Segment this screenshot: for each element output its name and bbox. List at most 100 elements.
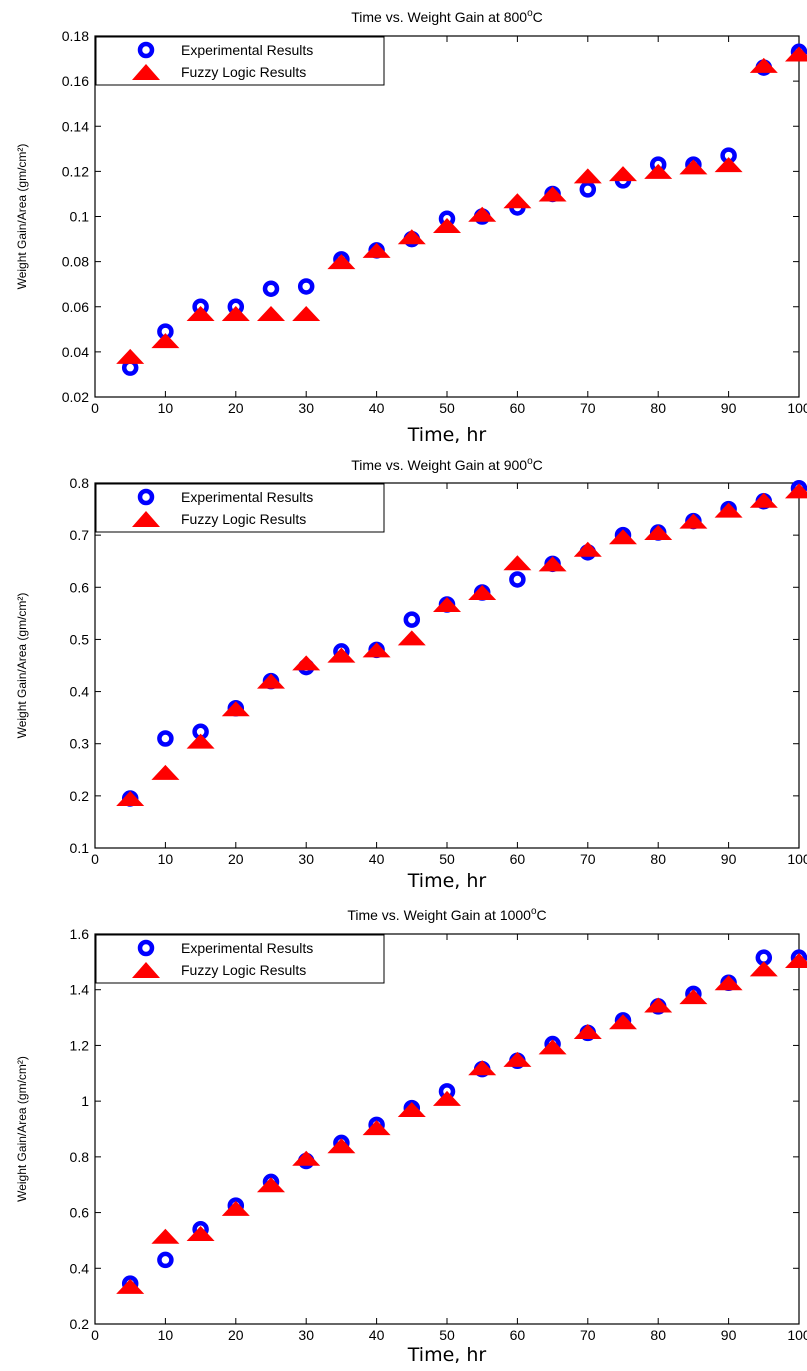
x-tick-label: 0	[91, 1327, 99, 1343]
fuzzy-point	[644, 525, 673, 541]
y-tick-label: 0.1	[70, 840, 90, 856]
y-tick-label: 0.2	[70, 1316, 90, 1332]
chart-title-unit: C	[537, 907, 547, 923]
legend-marker-fuzzy	[132, 64, 160, 80]
fuzzy-point	[327, 647, 356, 663]
fuzzy-point	[785, 46, 807, 62]
experimental-series	[121, 43, 807, 376]
y-tick-label: 0.2	[70, 788, 90, 804]
x-tick-label: 40	[369, 400, 385, 416]
fuzzy-point	[785, 952, 807, 968]
chart-panel-900: Time vs. Weight Gain at 900oC 0 10 20 30 40 50…	[0, 446, 807, 892]
experimental-point	[403, 611, 421, 628]
y-axis-label: Weight Gain/Area (gm/cm²)	[15, 144, 29, 290]
chart-1000c: Time vs. Weight Gain at 1000oC 0 10 20 30 40 5…	[15, 906, 807, 1366]
legend: Experimental Results Fuzzy Logic Results	[95, 483, 385, 533]
x-tick-label: 80	[650, 400, 666, 416]
fuzzy-point	[186, 733, 215, 749]
fuzzy-point	[538, 556, 567, 572]
y-tick-label: 0.7	[70, 527, 90, 543]
chart-title-degree: o	[531, 906, 537, 917]
y-tick-label: 0.18	[62, 28, 89, 44]
x-tick-label: 40	[369, 1327, 385, 1343]
x-axis-label: Time, hr	[407, 1344, 487, 1366]
x-tick-label: 30	[298, 400, 314, 416]
x-axis-label: Time, hr	[407, 424, 487, 446]
fuzzy-point	[186, 1225, 215, 1241]
fuzzy-point	[116, 348, 145, 364]
legend-marker-experimental	[137, 488, 155, 506]
fuzzy-series	[116, 483, 807, 806]
fuzzy-point	[538, 186, 567, 202]
x-tick-label: 30	[298, 851, 314, 867]
x-tick-label: 90	[721, 400, 737, 416]
legend-marker-fuzzy	[132, 962, 160, 978]
chart-title-unit: C	[533, 457, 543, 473]
fuzzy-point	[221, 306, 250, 322]
x-tick-label: 50	[439, 400, 455, 416]
fuzzy-point	[503, 1051, 532, 1067]
y-tick-label: 0.14	[62, 118, 89, 134]
legend-marker-experimental	[137, 41, 155, 59]
fuzzy-point	[362, 1120, 391, 1136]
x-tick-label: 20	[228, 851, 244, 867]
fuzzy-point	[503, 555, 532, 571]
y-tick-label: 0.5	[70, 631, 90, 647]
fuzzy-point	[151, 764, 180, 780]
x-tick-label: 20	[228, 1327, 244, 1343]
legend: Experimental Results Fuzzy Logic Results	[95, 934, 385, 984]
fuzzy-point	[679, 159, 708, 175]
legend-label-fuzzy: Fuzzy Logic Results	[181, 962, 306, 978]
legend-label-experimental: Experimental Results	[181, 42, 313, 58]
y-tick-label: 0.4	[70, 684, 90, 700]
chart-title-degree: o	[527, 456, 533, 467]
fuzzy-point	[397, 229, 426, 245]
y-tick-label: 0.04	[62, 344, 89, 360]
x-tick-label: 30	[298, 1327, 314, 1343]
x-tick-label: 90	[721, 1327, 737, 1343]
chart-800c: Time vs. Weight Gain at 800oC 0 10 20 30 40 50…	[15, 8, 807, 446]
x-tick-label: 10	[158, 1327, 174, 1343]
fuzzy-point	[679, 513, 708, 529]
x-tick-label: 70	[580, 1327, 596, 1343]
y-tick-label: 0.3	[70, 736, 90, 752]
x-tick-label: 70	[580, 851, 596, 867]
experimental-point	[579, 181, 597, 198]
y-tick-label: 0.1	[70, 209, 90, 225]
y-tick-label: 0.6	[70, 579, 90, 595]
chart-title-degree: o	[527, 8, 533, 19]
legend-marker-experimental	[137, 939, 155, 957]
fuzzy-point	[785, 483, 807, 499]
fuzzy-point	[221, 1200, 250, 1216]
fuzzy-point	[714, 157, 743, 173]
y-tick-label: 0.6	[70, 1205, 90, 1221]
fuzzy-series	[116, 46, 807, 364]
x-tick-label: 100	[787, 851, 807, 867]
x-tick-label: 10	[158, 400, 174, 416]
fuzzy-point	[186, 306, 215, 322]
legend-label-fuzzy: Fuzzy Logic Results	[181, 64, 306, 80]
fuzzy-point	[538, 1039, 567, 1055]
experimental-point	[262, 280, 280, 297]
y-tick-label: 1.2	[70, 1037, 90, 1053]
fuzzy-point	[644, 163, 673, 179]
fuzzy-point	[433, 218, 461, 234]
chart-900c: Time vs. Weight Gain at 900oC 0 10 20 30 40 50…	[15, 456, 807, 892]
chart-title-unit: C	[533, 9, 543, 25]
legend-label-fuzzy: Fuzzy Logic Results	[181, 511, 306, 527]
fuzzy-point	[714, 502, 743, 518]
legend-marker-fuzzy	[132, 511, 160, 527]
experimental-point	[509, 571, 526, 588]
x-tick-label: 60	[510, 851, 526, 867]
fuzzy-point	[573, 541, 602, 557]
fuzzy-point	[257, 673, 285, 689]
y-tick-label: 0.06	[62, 299, 89, 315]
fuzzy-point	[573, 1024, 602, 1039]
fuzzy-point	[573, 168, 602, 184]
y-tick-label: 0.4	[70, 1260, 90, 1276]
fuzzy-point	[397, 630, 426, 646]
fuzzy-point	[292, 306, 321, 322]
y-tick-label: 0.8	[70, 475, 90, 491]
x-tick-label: 20	[228, 400, 244, 416]
fuzzy-point	[609, 166, 637, 182]
